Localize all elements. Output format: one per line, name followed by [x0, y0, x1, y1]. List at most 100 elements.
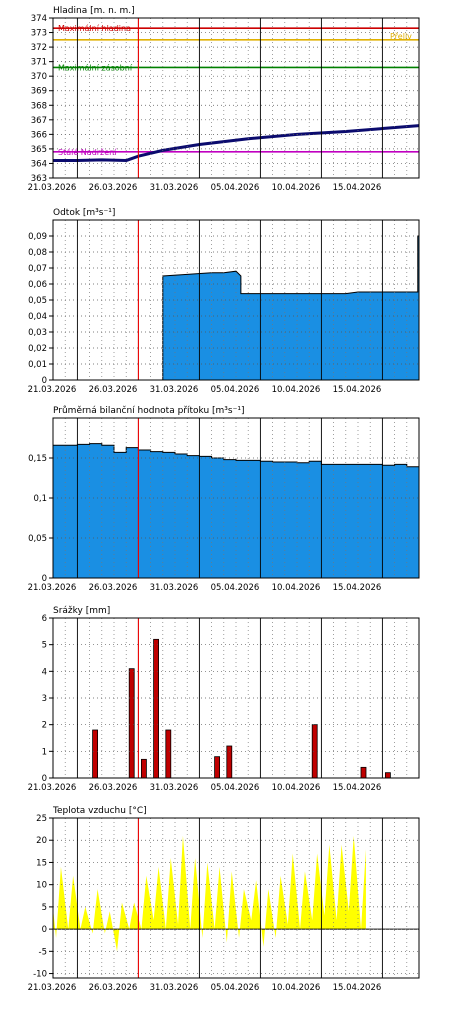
pritok-xtick-label: 10.04.2026 [272, 583, 321, 593]
hladina-xtick-label: 05.04.2026 [211, 183, 260, 193]
outflow-line [162, 235, 419, 380]
precipitation-bar [226, 745, 233, 778]
teplota-xtick-label: 21.03.2026 [28, 983, 77, 993]
hladina-ytick-label: 370 [31, 72, 47, 82]
pritok-ytick-label: 0,15 [28, 454, 47, 464]
odtok-xtick-label: 10.04.2026 [272, 385, 321, 395]
hladina-data-layer [53, 27, 419, 163]
teplota-xtick-label: 26.03.2026 [89, 983, 138, 993]
pritok-xtick-label: 21.03.2026 [28, 583, 77, 593]
odtok-ytick-label: 0,05 [28, 296, 47, 306]
pritok-ytick-label: 0,05 [28, 534, 47, 544]
srazky-ytick-label: 0 [42, 774, 47, 784]
reference-label-3: Stálé Nadržení [58, 147, 117, 157]
teplota-ytick-label: 10 [36, 881, 47, 891]
outflow-area [162, 236, 419, 380]
hladina-xtick-label: 21.03.2026 [28, 183, 77, 193]
hladina-ytick-label: 366 [31, 130, 47, 140]
hladina-ytick-label: 368 [31, 101, 47, 111]
temperature-area [53, 835, 366, 952]
odtok-title: Odtok [m³s⁻¹] [53, 208, 115, 218]
reference-label-2: Maximální zásobní [58, 63, 133, 72]
srazky-ytick-label: 2 [42, 721, 47, 731]
precipitation-bar [140, 758, 147, 778]
hladina-xtick-label: 31.03.2026 [150, 183, 199, 193]
srazky-ytick-label: 6 [42, 614, 47, 624]
reference-label-0: Maximální hladina [58, 24, 131, 33]
odtok-xtick-label: 15.04.2026 [333, 385, 382, 395]
odtok-ytick-label: 0,03 [28, 328, 47, 338]
pritok-title: Průměrná bilanční hodnota přítoku [m³s⁻¹… [53, 405, 244, 416]
odtok-xtick-label: 31.03.2026 [150, 385, 199, 395]
panel-hladina: Hladina [m. n. m.] Maximální hladina Přeli… [28, 6, 420, 193]
hladina-ytick-label: 364 [31, 159, 47, 169]
pritok-ytick-label: 0 [42, 574, 47, 584]
odtok-ytick-label: 0,09 [28, 232, 47, 242]
teplota-ytick-label: 15 [36, 858, 47, 868]
pritok-xtick-label: 05.04.2026 [211, 583, 260, 593]
srazky-ytick-label: 5 [42, 641, 47, 651]
hladina-ytick-label: 365 [31, 145, 47, 155]
hladina-title: Hladina [m. n. m.] [53, 6, 135, 16]
teplota-xtick-label: 15.04.2026 [333, 983, 382, 993]
teplota-ytick-label: 5 [42, 903, 47, 913]
teplota-ytick-label: 0 [42, 925, 47, 935]
hladina-ytick-label: 369 [31, 87, 47, 97]
panel-srazky: Srážky [mm] 0 1 2 3 4 5 6 21.03.2026 26.03.2026 31… [28, 606, 420, 793]
panel-odtok: Odtok [m³s⁻¹] 0 0,01 0,02 0,03 0,04 0,05 0,06 0,… [28, 208, 420, 395]
hladina-xtick-label: 15.04.2026 [333, 183, 382, 193]
srazky-ytick-label: 4 [42, 667, 47, 677]
panel-pritok: Průměrná bilanční hodnota přítoku [m³s⁻¹… [28, 405, 420, 593]
odtok-ytick-label: 0,04 [28, 312, 47, 322]
hladina-frame [52, 17, 420, 179]
odtok-xtick-label: 21.03.2026 [28, 385, 77, 395]
srazky-xtick-label: 15.04.2026 [333, 783, 382, 793]
srazky-ytick-label: 1 [42, 747, 47, 757]
precipitation-bar [214, 756, 221, 778]
odtok-ytick-label: 0,06 [28, 280, 47, 290]
odtok-ytick-label: 0,01 [28, 360, 47, 370]
odtok-xtick-label: 26.03.2026 [89, 385, 138, 395]
odtok-ytick-label: 0 [42, 376, 47, 386]
hladina-ytick-label: 374 [31, 14, 47, 24]
srazky-xtick-label: 10.04.2026 [272, 783, 321, 793]
teplota-title: Teplota vzduchu [°C] [52, 806, 147, 816]
teplota-ytick-label: 20 [36, 836, 47, 846]
hladina-xtick-label: 10.04.2026 [272, 183, 321, 193]
pritok-ytick-label: 0,1 [33, 494, 47, 504]
teplota-ytick-label: -5 [39, 947, 47, 957]
odtok-ytick-label: 0,07 [28, 264, 47, 274]
odtok-ytick-label: 0,02 [28, 344, 47, 354]
precipitation-bar [128, 668, 135, 778]
teplota-frame [52, 817, 420, 979]
hladina-xtick-label: 26.03.2026 [89, 183, 138, 193]
odtok-ytick-label: 0,08 [28, 248, 47, 258]
srazky-xtick-label: 05.04.2026 [211, 783, 260, 793]
teplota-xtick-label: 31.03.2026 [150, 983, 199, 993]
hladina-ytick-label: 373 [31, 29, 47, 39]
srazky-ytick-label: 3 [42, 694, 47, 704]
precipitation-bar [165, 729, 172, 778]
teplota-xtick-label: 05.04.2026 [211, 983, 260, 993]
precipitation-bar [360, 766, 367, 778]
precipitation-bar [153, 638, 160, 778]
precipitation-bar [32, 775, 37, 778]
srazky-xtick-label: 26.03.2026 [89, 783, 138, 793]
hladina-ytick-label: 363 [31, 174, 47, 184]
pritok-xtick-label: 26.03.2026 [89, 583, 138, 593]
precipitation-bar [384, 772, 391, 778]
srazky-xtick-label: 21.03.2026 [28, 783, 77, 793]
pritok-xtick-label: 31.03.2026 [150, 583, 199, 593]
precipitation-bar [92, 729, 98, 778]
srazky-data-layer [32, 638, 391, 778]
teplota-ytick-label: -10 [33, 970, 47, 980]
pritok-xtick-label: 15.04.2026 [333, 583, 382, 593]
precipitation-bar [311, 724, 318, 778]
hladina-ytick-label: 372 [31, 43, 47, 53]
teplota-xtick-label: 10.04.2026 [272, 983, 321, 993]
reference-label-1: Přeliv [390, 32, 412, 41]
panel-teplota: Teplota vzduchu [°C] -10 -5 0 5 10 15 20 25 21.03… [28, 806, 420, 993]
odtok-data-layer [162, 235, 419, 380]
